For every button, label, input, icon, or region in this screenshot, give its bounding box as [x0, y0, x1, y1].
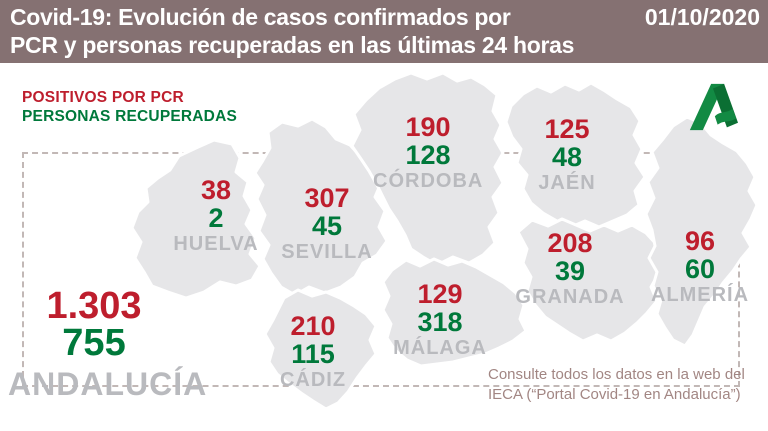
- legend-recovered-label: PERSONAS RECUPERADAS: [22, 108, 238, 125]
- report-date: 01/10/2020: [644, 4, 760, 30]
- province-label: CÓRDOBA: [373, 170, 484, 192]
- province-shape-cadiz: [263, 288, 378, 411]
- junta-de-andalucia-logo: [687, 82, 739, 132]
- page-title-line2: PCR y personas recuperadas en las última…: [10, 32, 575, 58]
- province-shape-cordoba: [350, 71, 505, 267]
- province-jaen: 125 48 JAÉN: [512, 115, 622, 195]
- recovered-value: 48: [551, 142, 583, 172]
- total-recovered-value: 755: [62, 322, 126, 364]
- positives-value: 210: [290, 311, 336, 341]
- positives-value: 190: [405, 112, 451, 142]
- recovered-value: 45: [311, 211, 343, 241]
- positives-value: 129: [417, 279, 463, 309]
- province-label: HUELVA: [173, 233, 259, 255]
- province-label: MÁLAGA: [393, 337, 487, 359]
- footer-note-line2: IECA (“Portal Covid-19 en Andalucía”): [488, 385, 741, 403]
- recovered-value: 2: [208, 203, 224, 233]
- recovered-value: 128: [405, 140, 451, 170]
- total-positives-value: 1.303: [46, 285, 142, 327]
- province-shape-huelva: [130, 138, 262, 300]
- province-cordoba: 190 128 CÓRDOBA: [373, 113, 483, 193]
- region-label: ANDALUCÍA: [8, 366, 208, 402]
- recovered-value: 60: [684, 254, 716, 284]
- positives-value: 38: [200, 175, 232, 205]
- legend: POSITIVOS POR PCR PERSONAS RECUPERADAS: [22, 88, 237, 126]
- province-shape-almeria: [644, 115, 759, 348]
- header-bar: Covid-19: Evolución de casos confirmados…: [0, 0, 768, 63]
- region-total: 1.303 755 ANDALUCÍA: [8, 285, 208, 402]
- page-title: Covid-19: Evolución de casos confirmados…: [10, 3, 574, 59]
- province-cadiz: 210 115 CÁDIZ: [258, 312, 368, 392]
- legend-positives-label: POSITIVOS POR PCR: [22, 89, 184, 106]
- province-huelva: 38 2 HUELVA: [161, 176, 271, 256]
- recovered-value: 115: [291, 339, 335, 369]
- positives-value: 96: [684, 226, 716, 256]
- positives-value: 208: [547, 228, 593, 258]
- positives-value: 307: [304, 183, 350, 213]
- page-title-line1: Covid-19: Evolución de casos confirmados…: [10, 4, 511, 30]
- province-shape-granada: [516, 217, 661, 343]
- province-sevilla: 307 45 SEVILLA: [272, 184, 382, 264]
- footer-note-line1: Consulte todos los datos en la web del: [488, 366, 745, 383]
- junta-a-icon: [689, 83, 738, 131]
- recovered-value: 318: [417, 307, 463, 337]
- province-shape-sevilla: [253, 117, 389, 297]
- province-shape-malaga: [381, 257, 528, 368]
- province-label: GRANADA: [515, 286, 625, 308]
- province-label: ALMERÍA: [650, 284, 750, 306]
- province-label: SEVILLA: [281, 241, 373, 263]
- province-label: CÁDIZ: [279, 369, 347, 391]
- province-granada: 208 39 GRANADA: [515, 229, 625, 309]
- positives-value: 125: [544, 114, 590, 144]
- footer-note: Consulte todos los datos en la web del I…: [488, 365, 760, 404]
- province-label: JAÉN: [538, 172, 596, 194]
- recovered-value: 39: [554, 256, 586, 286]
- province-malaga: 129 318 MÁLAGA: [385, 280, 495, 360]
- province-shape-jaen: [504, 81, 647, 229]
- province-almeria: 96 60 ALMERÍA: [645, 227, 755, 307]
